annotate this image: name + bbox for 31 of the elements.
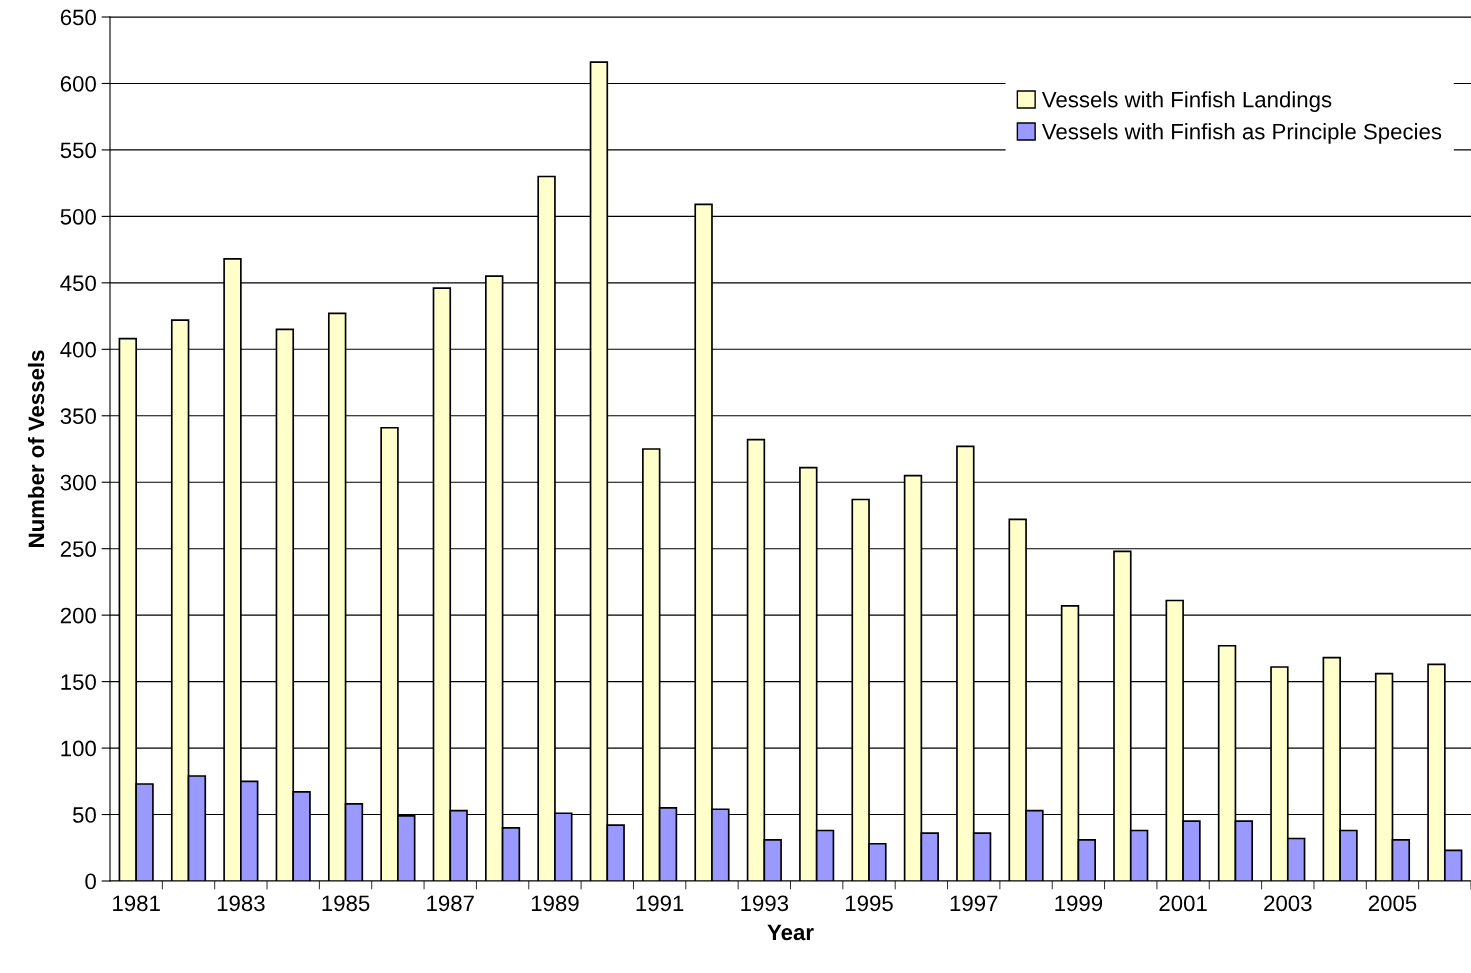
y-tick-label: 650 [60, 9, 96, 26]
x-tick-label: 2001 [1159, 895, 1207, 912]
y-tick-label: 600 [60, 76, 96, 92]
x-tick-label: 1983 [217, 895, 265, 912]
x-tick-label: 2005 [1368, 895, 1417, 912]
x-tick-label: 1995 [846, 895, 893, 912]
legend-label: Vessels with Finfish as Principle Species [1041, 123, 1442, 144]
x-tick-label: 1989 [531, 895, 579, 912]
y-tick-label: 300 [60, 474, 96, 491]
y-tick-label: 400 [60, 341, 96, 358]
x-axis-title: Year [767, 924, 814, 941]
y-tick-label: 350 [60, 408, 96, 425]
y-axis-title: Number of Vessels [27, 350, 45, 547]
x-tick-label: 1981 [113, 895, 160, 912]
x-tick-label: 1997 [950, 895, 998, 912]
x-tick-label: 1993 [741, 895, 789, 912]
x-tick-label: 1991 [636, 895, 684, 912]
x-tick-label: 1999 [1055, 895, 1103, 912]
x-tick-label: 2003 [1264, 895, 1312, 912]
x-tick-label: 1985 [322, 895, 370, 912]
y-tick-label: 550 [60, 142, 96, 159]
y-tick-label: 450 [60, 275, 96, 292]
y-tick-label: 150 [61, 674, 96, 690]
y-tick-label: 50 [72, 807, 96, 823]
y-tick-label: 0 [85, 873, 96, 890]
y-tick-label: 500 [60, 208, 96, 225]
y-tick-label: 200 [60, 607, 96, 624]
legend-label: Vessels with Finfish Landings [1041, 91, 1332, 112]
y-tick-label: 100 [61, 740, 96, 757]
y-tick-label: 250 [60, 541, 96, 557]
x-tick-label: 1987 [427, 895, 474, 912]
